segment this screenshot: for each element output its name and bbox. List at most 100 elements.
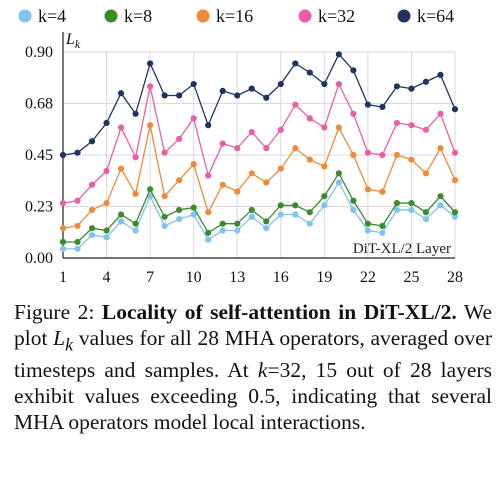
legend-marker (196, 9, 210, 23)
series-lines (59, 51, 459, 252)
data-point (59, 238, 67, 246)
data-point (88, 232, 96, 239)
data-point (190, 204, 197, 211)
data-point (117, 218, 125, 225)
series-line (63, 172, 456, 243)
data-point (277, 126, 284, 133)
data-point (117, 124, 125, 131)
y-axis-label: Lk (65, 31, 81, 51)
x-tick-label: 1 (59, 269, 67, 286)
series-line (62, 53, 456, 156)
data-point (59, 225, 67, 232)
data-point (161, 193, 168, 200)
series-k=8 (59, 170, 459, 246)
data-point (335, 51, 342, 58)
data-point (379, 229, 386, 236)
legend-marker (397, 9, 411, 23)
data-point (263, 145, 270, 152)
data-point (161, 222, 168, 230)
data-point (408, 122, 415, 129)
data-point (364, 227, 371, 234)
data-point (176, 135, 183, 143)
data-point (321, 124, 328, 131)
data-point (176, 206, 183, 214)
legend-label: k=32 (318, 6, 355, 26)
x-tick-label: 25 (403, 269, 419, 286)
legend-label: k=8 (124, 6, 152, 26)
data-point (408, 199, 415, 207)
data-point (393, 119, 401, 127)
data-point (205, 209, 212, 216)
data-point (350, 151, 357, 159)
data-point (422, 78, 430, 85)
data-point (176, 215, 183, 223)
data-point (88, 138, 96, 145)
data-point (74, 197, 81, 204)
data-point (306, 69, 313, 76)
data-point (350, 67, 357, 74)
data-point (364, 220, 371, 227)
data-point (350, 110, 357, 117)
data-point (74, 222, 81, 230)
data-point (277, 202, 284, 209)
data-point (263, 94, 270, 101)
data-point (59, 245, 67, 252)
data-point (292, 211, 299, 218)
data-point (132, 110, 139, 117)
data-point (59, 151, 67, 159)
data-point (422, 126, 430, 133)
data-point (117, 165, 125, 172)
data-point (422, 170, 430, 177)
data-point (335, 124, 342, 131)
legend-marker (298, 9, 312, 23)
data-point (263, 225, 270, 232)
data-point (161, 149, 168, 156)
data-point (219, 87, 226, 95)
data-point (321, 202, 328, 209)
data-point (379, 103, 386, 111)
data-point (292, 101, 299, 108)
data-point (205, 229, 212, 236)
data-point (437, 193, 444, 200)
data-point (219, 181, 226, 188)
x-tick-label: 10 (186, 269, 202, 286)
data-point (74, 149, 81, 156)
data-point (248, 170, 255, 177)
data-point (219, 227, 226, 234)
data-point (277, 80, 284, 88)
figure-caption: Figure 2: Locality of self-attention in … (14, 299, 492, 435)
caption-text-1: We plot (14, 300, 492, 350)
legend-label: k=4 (38, 6, 66, 26)
data-point (277, 165, 284, 172)
series-k=64 (59, 51, 459, 159)
data-point (350, 197, 357, 204)
data-point (451, 177, 459, 184)
line-chart: 0.00 0.23 0.45 0.68 0.90 1 4 7 10 13 16 19 22 25 28 k=… (18, 6, 463, 286)
data-point (147, 186, 154, 193)
data-point (190, 80, 197, 88)
legend-label: k=16 (216, 6, 253, 26)
data-point (408, 206, 415, 214)
data-point (103, 227, 110, 234)
data-point (88, 181, 96, 188)
data-point (277, 211, 284, 218)
data-point (234, 188, 241, 195)
series-k=4 (59, 179, 459, 252)
data-point (234, 227, 241, 234)
data-point (364, 149, 371, 156)
data-point (451, 213, 459, 220)
data-point (88, 225, 96, 232)
data-point (393, 83, 401, 90)
data-point (408, 156, 415, 163)
caption-text-2: values for all 28 MHA operators, average… (14, 326, 492, 383)
data-point (335, 179, 342, 186)
data-point (408, 85, 415, 92)
data-point (364, 186, 371, 193)
data-point (335, 170, 342, 177)
data-point (132, 227, 139, 234)
data-point (437, 145, 444, 152)
data-point (103, 234, 110, 241)
data-point (437, 202, 444, 209)
caption-k-var: k (257, 358, 268, 383)
data-point (103, 119, 110, 127)
